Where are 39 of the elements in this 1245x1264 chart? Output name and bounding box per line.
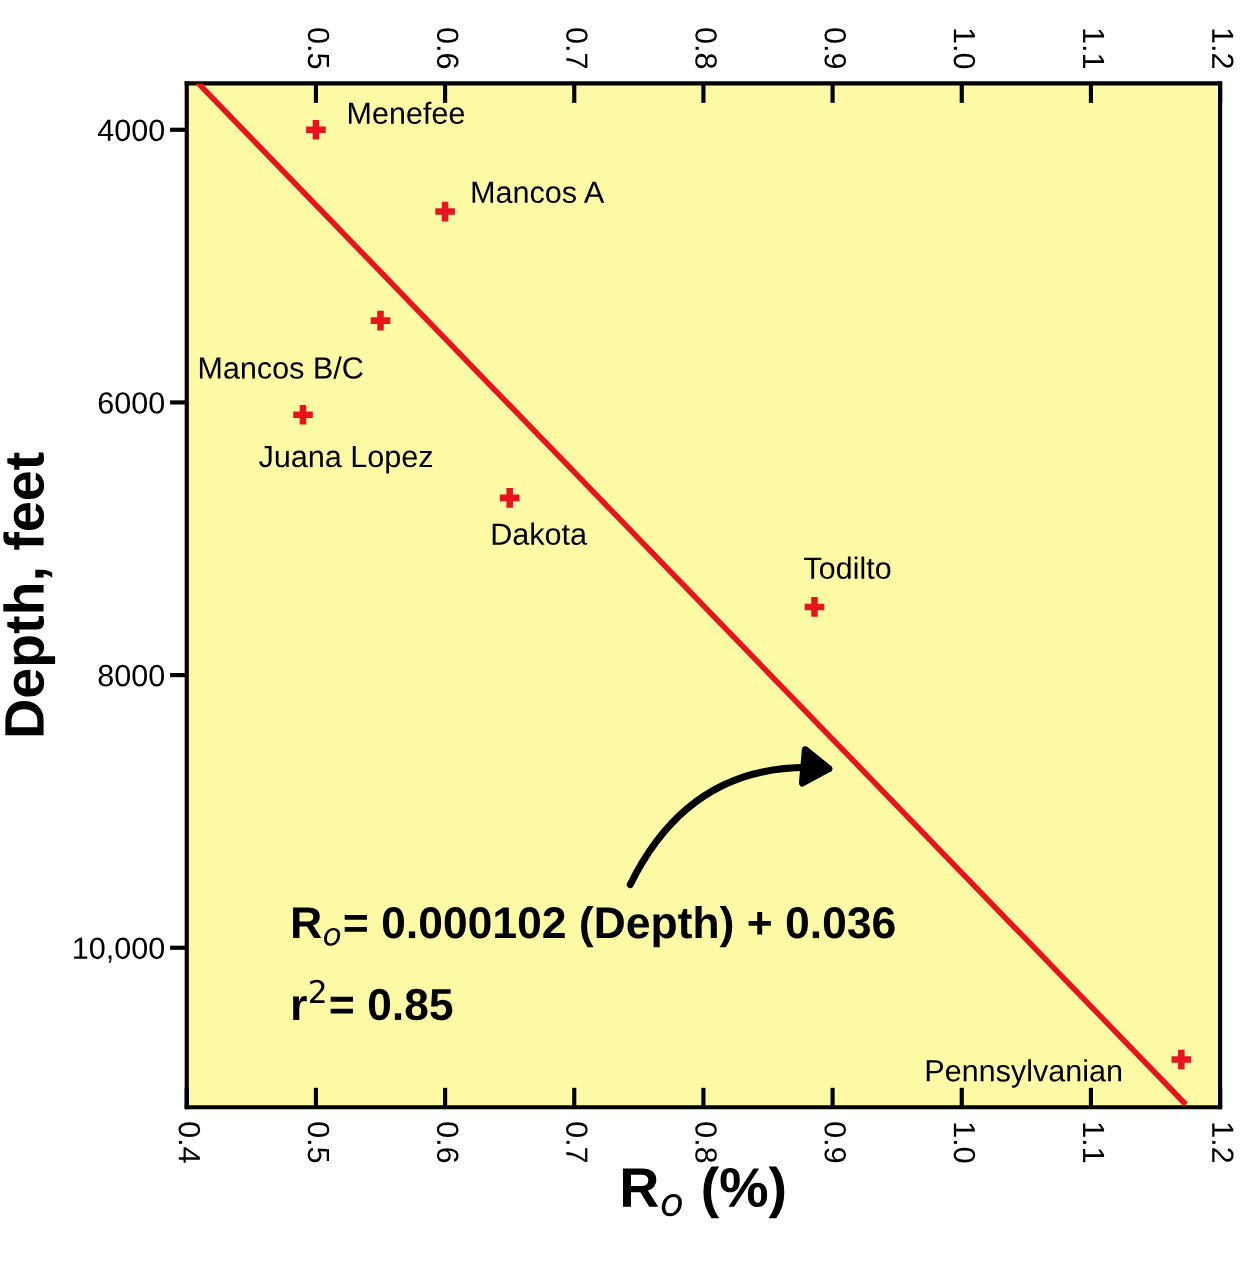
x2-tick-label: 1.2 bbox=[1212, 29, 1234, 68]
x-tick-label: 0.9 bbox=[824, 1122, 847, 1163]
annotation: Todilto bbox=[804, 556, 891, 580]
y-tick-label: 10,000 bbox=[74, 937, 165, 963]
x2-tick-label: 0.7 bbox=[566, 28, 588, 68]
x2-tick-label: 1.0 bbox=[953, 29, 976, 69]
point bbox=[1171, 1049, 1192, 1070]
x2-tick-label: 1.1 bbox=[1083, 29, 1105, 69]
annotation: Juana Lopez bbox=[259, 446, 433, 474]
y-tick-label: 6000 bbox=[98, 392, 165, 414]
annotation: Pennsylvanian bbox=[926, 1059, 1122, 1088]
x2-tick-label: 0.5 bbox=[307, 28, 330, 69]
annotation: Menefee bbox=[348, 101, 465, 125]
annotation: Mancos B/C bbox=[199, 356, 363, 379]
x-tick-label: 1.2 bbox=[1212, 1123, 1234, 1163]
point bbox=[435, 201, 455, 222]
point bbox=[499, 488, 520, 508]
x-tick-label: 0.4 bbox=[178, 1122, 201, 1163]
annotation: Dakota bbox=[492, 522, 588, 545]
point bbox=[293, 404, 313, 425]
y-tick-label: 4000 bbox=[97, 119, 165, 142]
x-axis-title: R$_{o}$ (%) bbox=[622, 1166, 785, 1219]
x-tick-label: 0.5 bbox=[307, 1122, 330, 1163]
y-tick-label: 8000 bbox=[98, 664, 165, 687]
x-tick-label: 0.6 bbox=[436, 1122, 459, 1163]
point bbox=[804, 597, 825, 617]
x-tick-label: 1.1 bbox=[1083, 1123, 1105, 1163]
x-tick-label: 1.0 bbox=[953, 1123, 976, 1163]
annotation: r$^{2}$= 0.85 bbox=[293, 979, 453, 1021]
annotation: R$_{o}$= 0.000102 (Depth) + 0.036 bbox=[293, 905, 895, 948]
x2-tick-label: 0.8 bbox=[695, 28, 717, 69]
x-tick-label: 0.7 bbox=[566, 1122, 588, 1163]
point bbox=[306, 119, 326, 140]
y-axis-title: Depth, feet bbox=[3, 452, 56, 736]
point bbox=[370, 310, 391, 331]
x2-tick-label: 0.9 bbox=[824, 28, 847, 69]
x2-tick-label: 0.6 bbox=[436, 28, 459, 69]
x-tick-label: 0.8 bbox=[695, 1122, 717, 1163]
annotation: Mancos A bbox=[472, 181, 605, 204]
